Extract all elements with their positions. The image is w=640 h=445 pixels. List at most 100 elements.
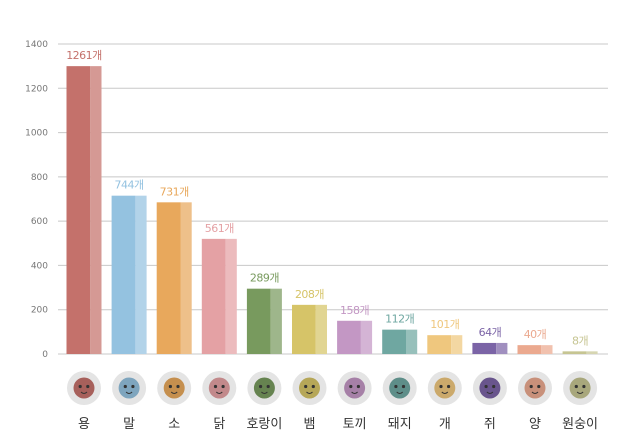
bar (562, 351, 598, 354)
icon-eye-right (492, 384, 496, 389)
x-tick-label: 소 (168, 417, 180, 432)
data-label: 744개 (115, 179, 144, 192)
bar-right-face (270, 288, 282, 354)
icon-face (253, 377, 275, 399)
icon-eye-right (401, 384, 406, 389)
icon-eye-right (582, 384, 586, 389)
bar (472, 342, 508, 354)
data-label: 112개 (385, 313, 414, 326)
bar (337, 320, 373, 354)
bar-right-face (225, 238, 237, 354)
icon-eye-left (259, 384, 263, 389)
icon-eye-left (349, 384, 353, 389)
cow-icon (157, 371, 192, 405)
bar (246, 288, 282, 354)
bar (66, 66, 102, 355)
bar-right-face (315, 304, 327, 354)
x-tick-label: 원숭이 (562, 417, 598, 432)
pig-icon (382, 371, 417, 405)
bar-right-face (451, 335, 463, 354)
icon-face (479, 377, 501, 399)
icon-eye-left (484, 384, 488, 389)
icon-eye-left (529, 384, 533, 389)
x-axis-labels: 용 말 소 닭 호랑이 뱀 토끼 돼지 개 쥐 양 원숭이 (78, 417, 598, 432)
data-label: 101개 (430, 318, 459, 331)
tiger-icon (247, 371, 282, 405)
y-tick-label: 1000 (25, 129, 48, 139)
bar-right-face (360, 320, 373, 354)
data-label: 40개 (524, 328, 547, 341)
dog-icon (427, 371, 462, 405)
bar (292, 304, 327, 354)
horse-icon (112, 371, 147, 405)
icon-eye-right (311, 384, 315, 389)
bar-right-face (586, 351, 598, 354)
icon-face (118, 377, 140, 399)
x-tick-label: 뱀 (304, 417, 316, 432)
bar-right-face (541, 345, 553, 354)
dragon-icon (67, 371, 101, 405)
monkey-icon (563, 371, 598, 405)
icon-mouth (486, 391, 494, 394)
bar-right-face (180, 202, 192, 354)
bar-right-face (406, 329, 418, 354)
bar-left-face (472, 342, 497, 354)
y-tick-label: 400 (31, 261, 48, 271)
bar (201, 238, 237, 354)
bar-right-face (90, 66, 102, 355)
bar-left-face (111, 195, 136, 354)
icon-mouth (396, 391, 404, 394)
icon-eye-left (78, 384, 82, 389)
data-label: 731개 (160, 185, 189, 198)
gridlines (58, 43, 608, 355)
icon-face (344, 377, 366, 399)
icon-mouth (170, 391, 178, 394)
category-icons (67, 371, 598, 405)
icon-face (434, 377, 456, 399)
icon-mouth (125, 391, 133, 394)
y-tick-label: 200 (31, 306, 48, 316)
icon-eye-left (439, 384, 443, 389)
data-label: 1261개 (66, 49, 102, 62)
x-tick-label: 양 (529, 417, 541, 432)
icon-face (163, 377, 185, 399)
bar (156, 202, 192, 354)
icon-eye-right (356, 384, 360, 389)
icon-mouth (351, 391, 358, 394)
icon-eye-left (304, 384, 308, 389)
bar (427, 335, 463, 354)
rabbit-icon (337, 371, 372, 405)
icon-eye-right (131, 384, 135, 389)
icon-face (524, 377, 546, 399)
data-label: 64개 (479, 326, 502, 339)
icon-eye-left (574, 384, 578, 389)
bar-left-face (517, 345, 542, 354)
y-tick-label: 1400 (25, 40, 48, 50)
icon-mouth (80, 391, 88, 394)
icon-eye-right (447, 384, 451, 389)
x-tick-label: 토끼 (343, 417, 367, 432)
bar-left-face (427, 335, 452, 354)
x-tick-label: 돼지 (388, 417, 412, 432)
icon-eye-left (213, 384, 218, 389)
bar-left-face (201, 238, 226, 354)
icon-eye-left (168, 384, 172, 389)
icon-mouth (215, 391, 223, 394)
icon-face (73, 377, 95, 399)
bar-left-face (246, 288, 271, 354)
bar (517, 345, 553, 354)
data-label: 561개 (205, 222, 234, 235)
sheep-icon (518, 371, 552, 405)
data-label: 158개 (340, 304, 369, 317)
icon-face (299, 377, 320, 399)
data-label: 208개 (295, 288, 324, 301)
icon-face (569, 377, 591, 399)
y-axis-ticks: 0 200 400 600 800 1000 1200 1400 (25, 40, 48, 360)
bar-left-face (292, 304, 316, 354)
bar (111, 195, 147, 354)
y-tick-label: 600 (31, 217, 48, 227)
icon-mouth (441, 391, 449, 394)
icon-eye-right (537, 384, 541, 389)
icon-mouth (261, 391, 268, 394)
icon-face (389, 377, 411, 399)
